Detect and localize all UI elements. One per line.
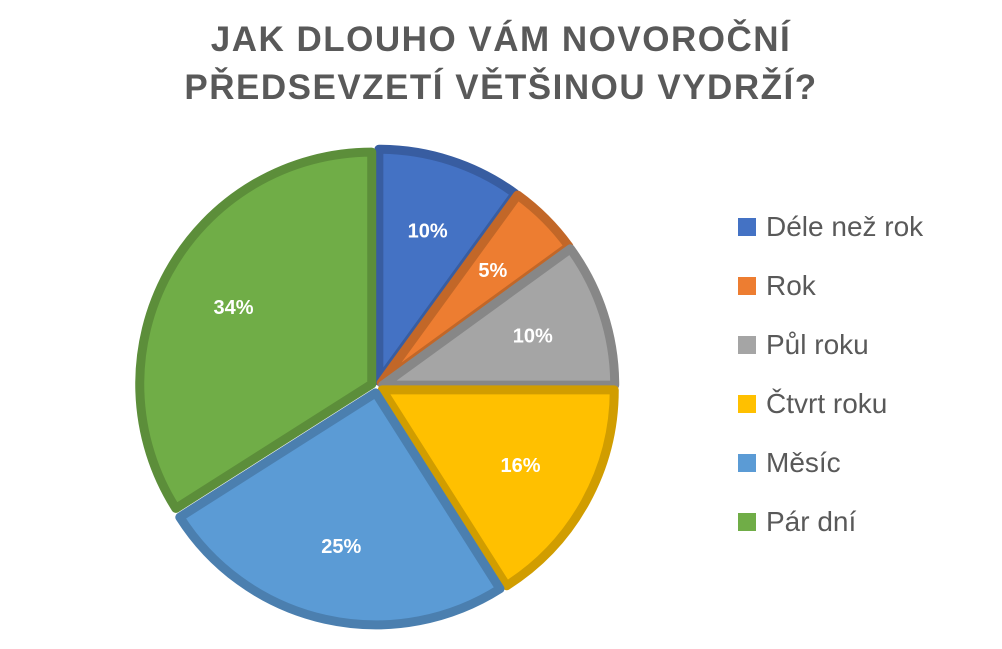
slice-data-label: 16% — [500, 455, 540, 477]
chart-title-line-1: JAK DLOUHO VÁM NOVOROČNÍ — [210, 20, 792, 59]
legend-label: Déle než rok — [766, 210, 924, 242]
pie-slice[interactable] — [377, 385, 619, 591]
legend-label: Půl roku — [766, 328, 869, 360]
legend-swatch — [738, 217, 756, 236]
legend-swatch — [738, 512, 756, 531]
pie-slice[interactable] — [135, 147, 377, 513]
legend-label: Rok — [766, 269, 816, 301]
chart-legend: Déle než rok Rok Půl roku Čtvrt roku Měsíc Pá… — [738, 197, 923, 551]
slice-data-label: 25% — [321, 536, 361, 558]
legend-item[interactable]: Rok — [738, 256, 923, 315]
pie-slice[interactable] — [175, 388, 505, 630]
legend-swatch — [738, 276, 756, 295]
legend-label: Měsíc — [766, 446, 841, 478]
legend-swatch — [738, 335, 756, 354]
legend-item[interactable]: Půl roku — [738, 315, 923, 374]
legend-label: Pár dní — [766, 505, 857, 537]
legend-swatch — [738, 394, 756, 413]
chart-title: JAK DLOUHO VÁM NOVOROČNÍ PŘEDSEVZETÍ VĚT… — [0, 16, 1002, 112]
slice-data-label: 10% — [408, 220, 448, 242]
legend-item[interactable]: Pár dní — [738, 492, 923, 551]
slice-data-label: 34% — [213, 297, 253, 319]
slice-data-label: 10% — [513, 325, 553, 347]
legend-swatch — [738, 453, 756, 472]
legend-item[interactable]: Čtvrt roku — [738, 374, 923, 433]
pie-slice[interactable] — [378, 244, 620, 390]
pie-slice[interactable] — [374, 144, 520, 386]
slice-data-label: 5% — [478, 260, 507, 282]
legend-label: Čtvrt roku — [766, 387, 888, 419]
chart-title-line-2: PŘEDSEVZETÍ VĚTŠINOU VYDRŽÍ? — [184, 68, 818, 107]
legend-item[interactable]: Déle než rok — [738, 197, 923, 256]
legend-item[interactable]: Měsíc — [738, 433, 923, 492]
